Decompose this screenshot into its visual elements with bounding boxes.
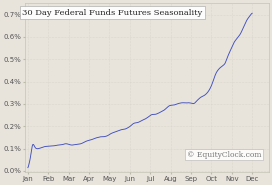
Text: © EquityClock.com: © EquityClock.com [187, 151, 261, 159]
Text: 30 Day Federal Funds Futures Seasonality: 30 Day Federal Funds Futures Seasonality [22, 9, 203, 16]
